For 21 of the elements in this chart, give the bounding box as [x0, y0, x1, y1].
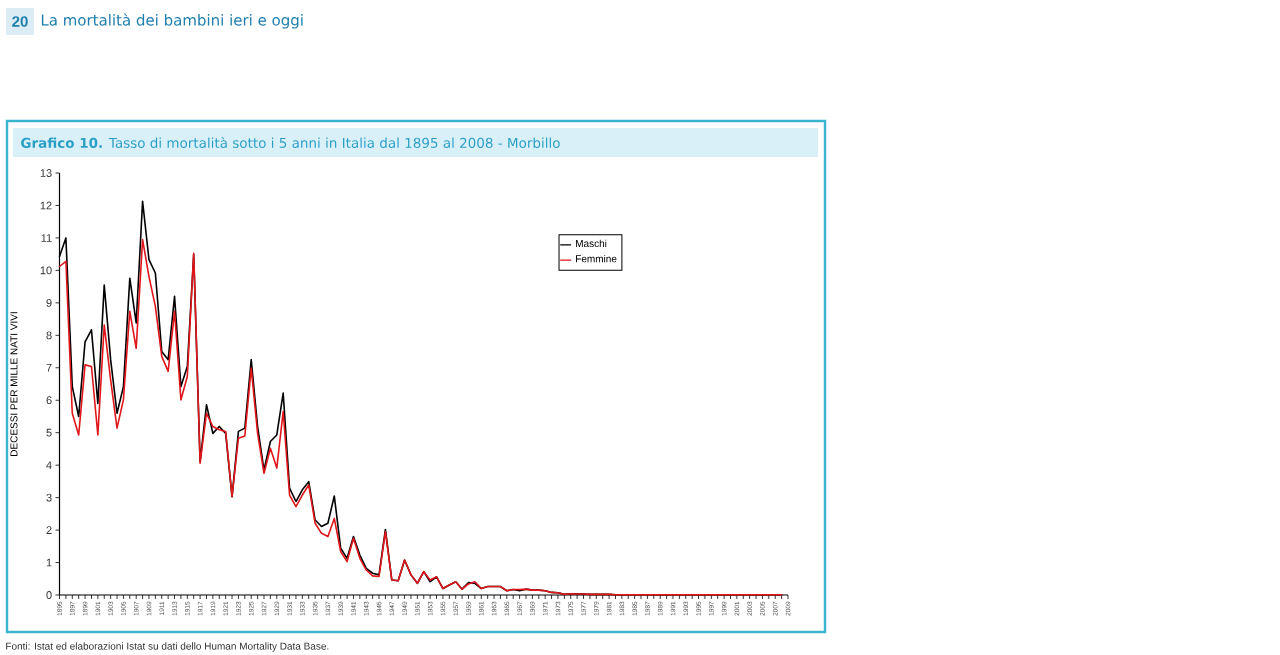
y-tick-label: 6 [46, 396, 52, 405]
y-tick-label: 11 [41, 234, 52, 242]
legend-label: Maschi [576, 239, 607, 248]
text: 20 [12, 16, 28, 27]
chart-title: Grafico 10. Tasso di mortalità sotto i 5 anni in Italia dal 1895 al 2008 - Morbillo [21, 137, 560, 148]
legend-label: Femmine [576, 254, 617, 263]
y-tick-label: 4 [46, 461, 52, 469]
y-tick-label: 9 [46, 298, 52, 307]
y-axis-title: DECESSI PER MILLE NATI VIVI [10, 312, 18, 456]
y-tick-label: 12 [40, 201, 52, 210]
text: La mortalità dei bambini ieri e oggi [41, 13, 303, 29]
y-tick-label: 7 [46, 364, 52, 372]
y-tick-label: 0 [46, 591, 52, 599]
y-tick-label: 8 [46, 331, 52, 340]
y-tick-label: 13 [40, 169, 52, 177]
text: Fonti: Istat ed elaborazioni Istat su dati dello Human Mortality Data Base. [6, 642, 329, 652]
y-tick-label: 5 [46, 428, 52, 437]
y-tick-label: 1 [46, 558, 52, 567]
y-tick-label: 10 [40, 266, 52, 275]
y-tick-label: 3 [46, 493, 52, 502]
y-tick-label: 2 [46, 526, 52, 534]
